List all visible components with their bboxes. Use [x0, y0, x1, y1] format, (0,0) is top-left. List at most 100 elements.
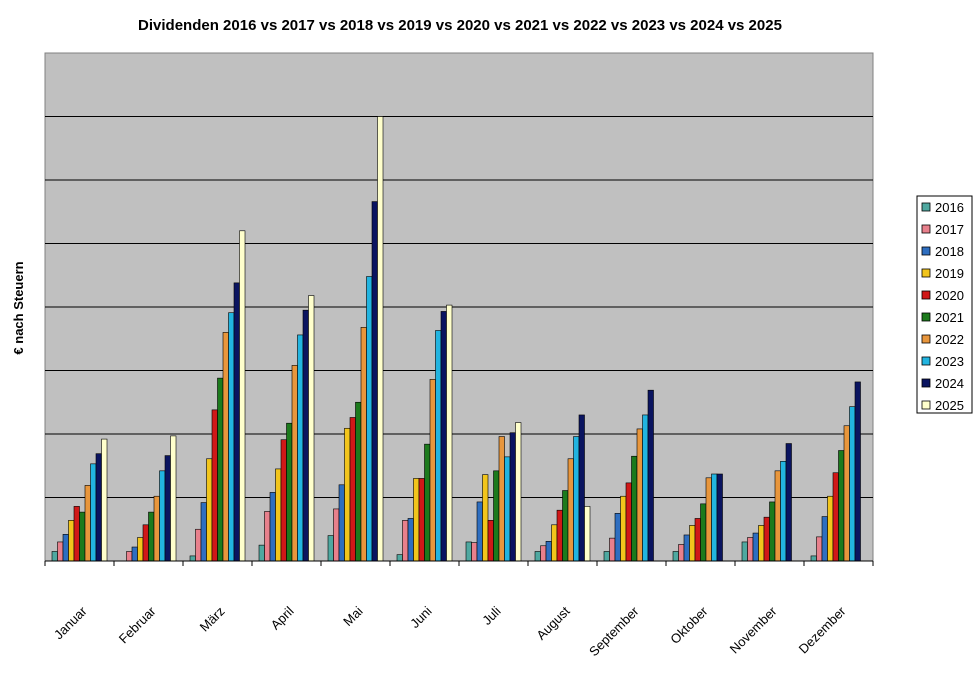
chart-title: Dividenden 2016 vs 2017 vs 2018 vs 2019 … — [138, 17, 782, 34]
bar-2024-4 — [371, 201, 378, 562]
bar-2017-5 — [402, 520, 409, 562]
bar-2022-10 — [774, 470, 781, 562]
bar-2021-11 — [838, 450, 845, 562]
bar-2024-3 — [302, 309, 309, 562]
bar-2017-2 — [195, 528, 202, 562]
bar-2018-11 — [821, 516, 828, 562]
bar-2024-0 — [95, 453, 102, 562]
bar-2016-11 — [810, 555, 817, 562]
x-tick-label: Juli — [479, 603, 503, 627]
bar-2018-3 — [269, 492, 276, 562]
bar-2024-7 — [578, 414, 585, 562]
bar-2018-10 — [752, 532, 759, 562]
bar-2021-2 — [217, 377, 224, 562]
legend-label-2020: 2020 — [935, 288, 964, 303]
x-tick-label: Dezember — [796, 603, 849, 656]
legend-swatch-2023 — [921, 356, 931, 366]
bar-2018-4 — [338, 484, 345, 562]
legend-label-2024: 2024 — [935, 376, 964, 391]
bar-2017-4 — [333, 508, 340, 562]
bar-2019-6 — [482, 474, 489, 562]
bar-2021-6 — [493, 470, 500, 562]
bar-2023-9 — [711, 473, 718, 562]
bar-2021-4 — [355, 401, 362, 562]
bar-2025-4 — [377, 116, 384, 562]
bar-2025-1 — [170, 435, 177, 562]
bar-2022-0 — [84, 485, 91, 562]
legend-label-2022: 2022 — [935, 332, 964, 347]
bar-2020-4 — [349, 417, 356, 562]
bar-2016-6 — [465, 541, 472, 562]
bar-2017-0 — [57, 541, 64, 562]
bar-2021-1 — [148, 511, 155, 562]
bar-2023-2 — [228, 312, 235, 562]
bar-2019-4 — [344, 427, 351, 562]
bar-2020-0 — [73, 506, 80, 562]
bar-2019-8 — [620, 495, 627, 562]
bar-2023-5 — [435, 330, 442, 562]
bar-2018-7 — [545, 541, 552, 562]
bar-2019-9 — [689, 525, 696, 562]
x-tick-label: September — [586, 603, 642, 659]
bar-2024-10 — [785, 443, 792, 562]
bar-2021-7 — [562, 490, 569, 562]
bar-2024-9 — [716, 473, 723, 562]
bar-2023-3 — [297, 334, 304, 562]
bar-2020-10 — [763, 516, 770, 562]
bar-2018-5 — [407, 518, 414, 562]
bar-2023-0 — [90, 463, 97, 562]
bar-2021-0 — [79, 511, 86, 562]
bar-2019-1 — [137, 537, 144, 562]
bar-2021-10 — [769, 501, 776, 562]
legend-swatch-2024 — [921, 378, 931, 388]
bar-2021-5 — [424, 443, 431, 562]
bar-2024-11 — [854, 381, 861, 562]
legend-swatch-2016 — [921, 202, 931, 212]
x-tick-label: Mai — [340, 603, 365, 628]
x-tick-label: Januar — [51, 603, 90, 642]
bar-2023-6 — [504, 456, 511, 562]
bar-2017-6 — [471, 542, 478, 562]
bar-2018-8 — [614, 513, 621, 562]
bar-2021-8 — [631, 455, 638, 562]
legend: 2016 2017 2018 2019 2020 2021 2022 2023 2024 2025 — [916, 195, 973, 414]
bar-2025-7 — [584, 506, 591, 562]
bar-2022-3 — [291, 365, 298, 562]
bar-2023-11 — [849, 406, 856, 562]
legend-swatch-2020 — [921, 290, 931, 300]
bar-2024-8 — [647, 389, 654, 562]
bar-2022-2 — [222, 332, 229, 562]
legend-label-2018: 2018 — [935, 244, 964, 259]
bar-2022-1 — [153, 495, 160, 562]
bar-2022-4 — [360, 327, 367, 562]
bar-2017-1 — [126, 551, 133, 562]
bar-2017-11 — [816, 536, 823, 562]
bar-2016-9 — [672, 551, 679, 562]
bar-2022-6 — [498, 436, 505, 562]
gridlines — [45, 116, 873, 498]
bar-2023-1 — [159, 470, 166, 562]
legend-swatch-2025 — [921, 400, 931, 410]
bar-2025-0 — [101, 438, 108, 562]
bar-2019-7 — [551, 524, 558, 562]
bar-2018-1 — [131, 546, 138, 562]
bar-2021-9 — [700, 503, 707, 562]
bar-2022-5 — [429, 379, 436, 562]
x-tick-label: Oktober — [667, 603, 711, 647]
legend-swatch-2022 — [921, 334, 931, 344]
bar-2024-5 — [440, 311, 447, 562]
bar-2020-8 — [625, 482, 632, 562]
bar-2021-3 — [286, 422, 293, 562]
bar-2020-9 — [694, 518, 701, 562]
bar-2020-7 — [556, 509, 563, 562]
bar-2020-6 — [487, 520, 494, 562]
bar-2017-9 — [678, 544, 685, 562]
bar-2020-2 — [211, 409, 218, 562]
legend-label-2016: 2016 — [935, 200, 964, 215]
bar-2017-3 — [264, 511, 271, 562]
legend-swatch-2021 — [921, 312, 931, 322]
bar-2016-4 — [327, 535, 334, 562]
legend-label-2017: 2017 — [935, 222, 964, 237]
legend-label-2019: 2019 — [935, 266, 964, 281]
bar-2020-11 — [832, 472, 839, 562]
